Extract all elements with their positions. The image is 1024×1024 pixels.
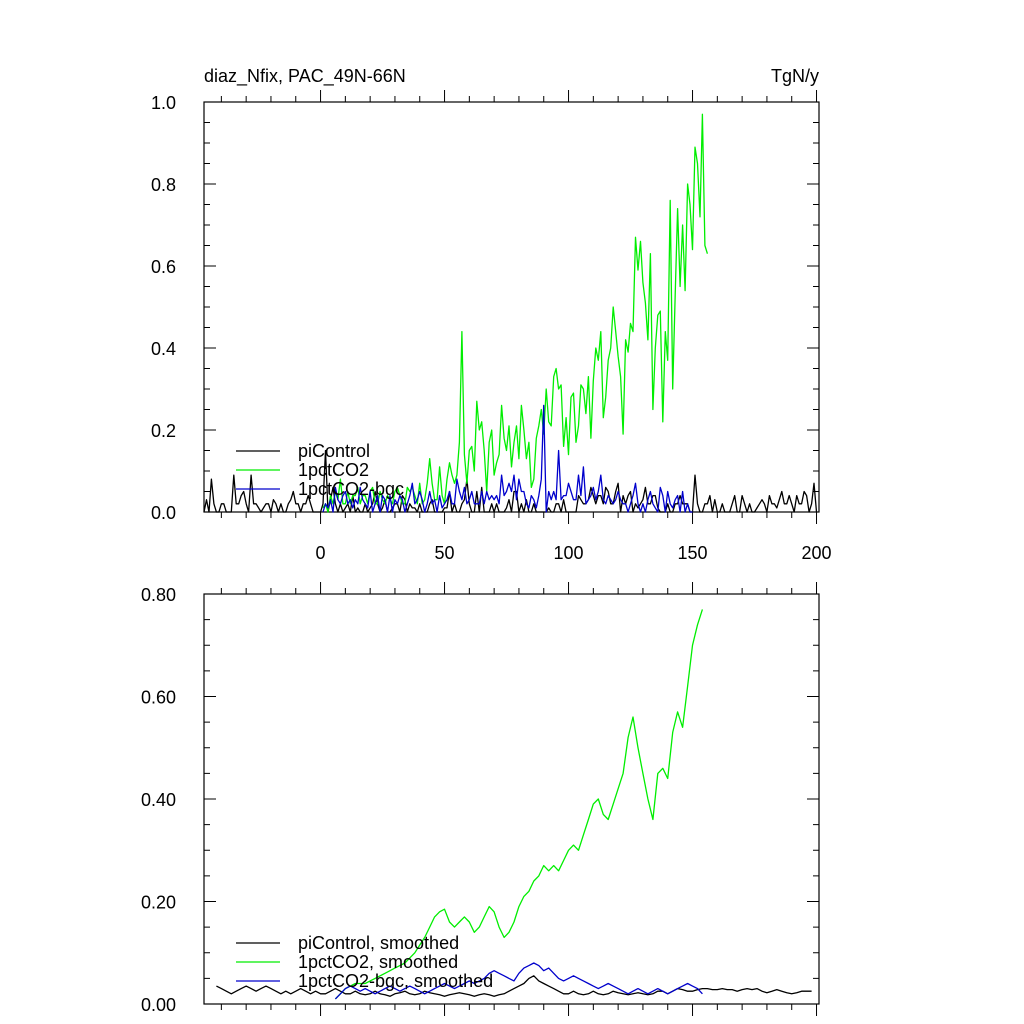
series-line-1pctco2-bgc-smoothed [334,962,703,1000]
bottom-ticks: 0.00 0.20 0.40 0.60 0.80 [141,582,819,1016]
chart-title-units: TgN/y [771,66,819,86]
bottom-plot-frame [203,593,820,1005]
y-tick-label: 0.80 [141,585,176,605]
series-line-1pctco2-bgc [322,404,693,513]
x-tick-label: 150 [678,543,708,563]
bottom-panel: 0.00 0.20 0.40 0.60 0.80 piControl, smoothed… [141,582,820,1016]
series-line-picontrol [203,449,818,513]
x-tick-label: 50 [435,543,455,563]
legend-label: 1pctCO2-bgc [298,479,404,499]
y-tick-label: 0.8 [151,175,176,195]
top-panel: 0.0 0.2 0.4 0.6 0.8 1.0 0 50 100 150 200 piControl… [151,90,832,563]
y-tick-label: 0.60 [141,688,176,708]
x-tick-label: 200 [801,543,831,563]
y-tick-label: 0.4 [151,339,176,359]
legend-label: 1pctCO2 [298,460,369,480]
bottom-series-group [216,609,812,1000]
y-tick-label: 1.0 [151,93,176,113]
legend-label: 1pctCO2, smoothed [298,952,458,972]
top-plot-frame [203,101,820,513]
y-tick-label: 0.6 [151,257,176,277]
series-line-1pctco2 [322,113,709,513]
x-tick-label: 100 [554,543,584,563]
y-tick-label: 0.2 [151,421,176,441]
series-line-1pctco2-smoothed [334,609,704,1000]
legend-label: piControl [298,441,370,461]
y-tick-label: 0.40 [141,790,176,810]
series-line-picontrol-smoothed [216,975,812,997]
x-tick-label: 0 [316,543,326,563]
y-tick-label: 0.0 [151,503,176,523]
chart-title-left: diaz_Nfix, PAC_49N-66N [204,66,406,87]
top-series-group [203,113,818,513]
y-tick-label: 0.20 [141,893,176,913]
legend-label: piControl, smoothed [298,933,459,953]
legend-label: 1pctCO2-bgc, smoothed [298,971,493,991]
y-tick-label: 0.00 [141,995,176,1015]
